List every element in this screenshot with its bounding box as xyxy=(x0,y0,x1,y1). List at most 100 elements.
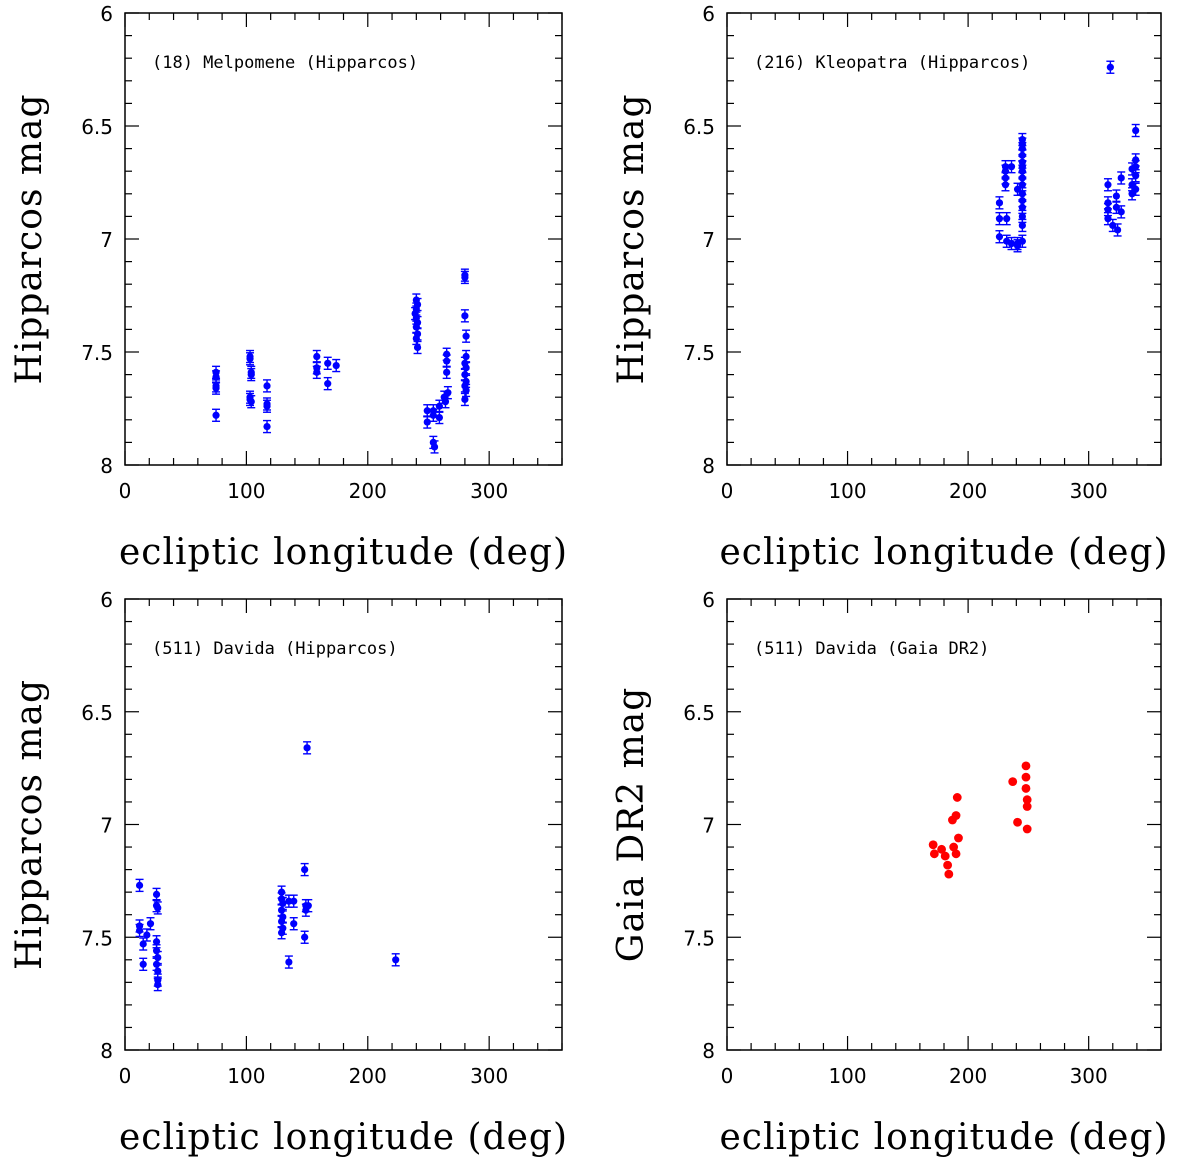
x-tick-label: 100 xyxy=(227,479,265,503)
data-point xyxy=(139,960,147,968)
data-point xyxy=(1132,163,1140,171)
y-tick-label: 8 xyxy=(702,1039,715,1063)
data-point xyxy=(430,443,439,451)
data-point xyxy=(324,380,332,388)
y-tick-label: 6.5 xyxy=(81,701,113,725)
y-tick-label: 6 xyxy=(702,588,715,612)
data-point xyxy=(1112,192,1120,200)
y-tick-label: 6.5 xyxy=(81,115,113,139)
x-tick-label: 100 xyxy=(828,1064,866,1088)
y-tick-label: 7.5 xyxy=(81,926,113,950)
data-point xyxy=(1132,172,1140,180)
data-point xyxy=(1022,795,1032,805)
y-axis-label: Hipparcos mag xyxy=(9,679,50,970)
x-tick-label: 0 xyxy=(721,479,734,503)
data-point xyxy=(277,906,286,914)
y-tick-label: 8 xyxy=(702,454,715,478)
data-point xyxy=(277,917,286,926)
data-point xyxy=(951,811,961,820)
plot-frame xyxy=(726,598,1162,1051)
plot-frame xyxy=(726,12,1162,466)
data-point xyxy=(423,407,431,415)
data-point xyxy=(290,920,298,928)
x-tick-label: 300 xyxy=(470,479,508,503)
data-point xyxy=(277,929,286,937)
data-point xyxy=(154,904,162,912)
x-tick-label: 300 xyxy=(1070,1064,1108,1088)
data-point xyxy=(435,413,443,422)
data-point xyxy=(1018,190,1026,198)
data-point xyxy=(247,398,255,406)
data-point xyxy=(1106,63,1114,71)
panel-davida-gaia: 0 100 200 300 6 6.5 7 7.5 8 ecliptic longitude (d… xyxy=(611,588,1169,1158)
data-point xyxy=(412,323,420,331)
plot-frame xyxy=(124,598,563,1051)
data-point xyxy=(995,233,1004,241)
data-point xyxy=(995,215,1004,223)
plot-frame xyxy=(124,12,563,466)
x-tick-label: 300 xyxy=(1070,479,1108,503)
data-point xyxy=(1018,221,1026,230)
panel-title: (511) Davida (Hipparcos) xyxy=(152,639,398,659)
panel-melpomene: 0 100 200 300 6 6.5 7 7.5 8 ecliptic longitude (d… xyxy=(9,2,567,573)
data-point xyxy=(412,334,420,343)
panel-title: (511) Davida (Gaia DR2) xyxy=(754,639,989,659)
data-point xyxy=(212,384,220,392)
data-point xyxy=(413,343,422,352)
y-tick-label: 6 xyxy=(100,2,113,26)
x-tick-label: 200 xyxy=(349,479,387,503)
data-point xyxy=(152,938,161,946)
y-axis-label: Gaia DR2 mag xyxy=(611,687,652,963)
y-tick-label: 8 xyxy=(100,454,113,478)
data-point xyxy=(951,849,961,859)
y-tick-label: 7 xyxy=(100,228,113,252)
y-tick-label: 7 xyxy=(702,228,715,252)
data-point xyxy=(1018,212,1026,220)
data-point xyxy=(954,833,963,843)
data-point xyxy=(1001,181,1010,189)
data-point xyxy=(263,382,271,390)
data-point xyxy=(212,373,220,381)
x-tick-label: 100 xyxy=(828,479,866,503)
data-point xyxy=(392,956,400,964)
data-point xyxy=(1104,215,1112,223)
y-tick-label: 7.5 xyxy=(81,341,113,365)
y-tick-label: 6.5 xyxy=(683,115,715,139)
x-tick-label: 0 xyxy=(119,1064,132,1088)
data-point xyxy=(154,967,162,975)
x-tick-label: 100 xyxy=(227,1064,265,1088)
data-point xyxy=(1003,215,1011,223)
data-point xyxy=(444,389,452,397)
data-point xyxy=(139,940,147,948)
y-axis-label: Hipparcos mag xyxy=(9,93,50,384)
data-point xyxy=(304,902,312,910)
data-point xyxy=(212,411,220,419)
y-tick-label: 7.5 xyxy=(683,926,715,950)
data-point xyxy=(443,350,451,358)
data-point xyxy=(944,869,954,879)
data-point xyxy=(1104,206,1112,214)
data-point xyxy=(1117,174,1125,182)
data-point xyxy=(1021,761,1031,771)
data-point xyxy=(435,402,443,410)
data-point xyxy=(1022,824,1032,834)
panel-title: (216) Kleopatra (Hipparcos) xyxy=(754,53,1030,73)
data-point xyxy=(441,398,450,406)
data-point xyxy=(462,352,470,361)
data-point xyxy=(940,851,950,861)
data-point xyxy=(1007,163,1016,171)
data-point xyxy=(1132,126,1140,135)
data-point xyxy=(937,844,946,854)
data-point xyxy=(324,359,332,367)
panel-davida-hipparcos: 0 100 200 300 6 6.5 7 7.5 8 ecliptic longitude (d… xyxy=(9,588,567,1158)
x-axis-label: ecliptic longitude (deg) xyxy=(720,1117,1169,1158)
data-point xyxy=(1104,199,1112,207)
data-point xyxy=(1021,784,1031,793)
y-tick-label: 7.5 xyxy=(683,341,715,365)
data-point xyxy=(1132,156,1140,164)
data-point xyxy=(1001,174,1010,182)
data-point xyxy=(943,860,953,870)
data-point xyxy=(1008,777,1018,787)
y-tick-label: 6 xyxy=(702,2,715,26)
